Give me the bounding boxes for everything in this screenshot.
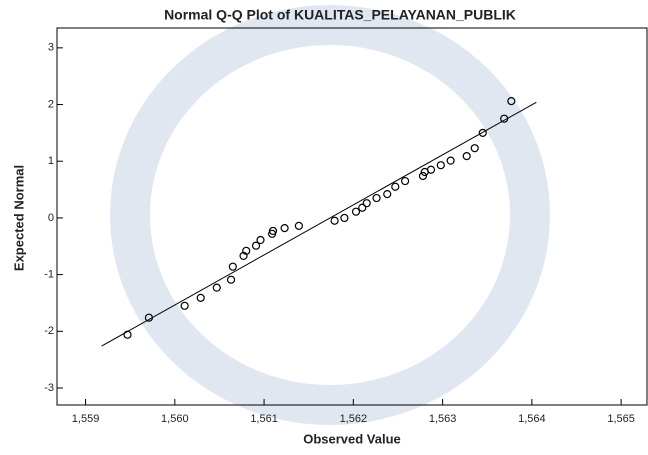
point [447,157,454,164]
point [402,178,409,185]
point [384,191,391,198]
point [363,200,370,207]
point [331,217,338,224]
chart-title: Normal Q-Q Plot of KUALITAS_PELAYANAN_PU… [164,7,516,23]
point [437,162,444,169]
point [228,276,235,283]
x-tick-label: 1,564 [518,413,546,425]
y-tick-label: 0 [48,212,54,224]
point [124,331,131,338]
x-tick-label: 1,563 [429,413,457,425]
x-tick-label: 1,560 [161,413,189,425]
x-axis-title: Observed Value [303,431,401,446]
x-tick-label: 1,561 [250,413,278,425]
point [281,225,288,232]
point [295,222,302,229]
point [181,302,188,309]
point [427,166,434,173]
y-tick-label: 1 [48,155,54,167]
point [197,294,204,301]
x-tick-label: 1,559 [72,413,100,425]
point [341,214,348,221]
x-tick-label: 1,565 [607,413,635,425]
point [463,153,470,160]
point [373,195,380,202]
chart: Normal Q-Q Plot of KUALITAS_PELAYANAN_PU… [0,0,648,450]
y-axis-title: Expected Normal [11,165,26,271]
point [471,145,478,152]
y-tick-label: 2 [48,98,54,110]
y-tick-label: -3 [44,382,54,394]
point [479,129,486,136]
x-tick-label: 1,562 [340,413,368,425]
point [229,263,236,270]
point [392,183,399,190]
watermark [130,25,530,405]
y-tick-label: 3 [48,42,54,54]
point [213,284,220,291]
point [359,204,366,211]
y-tick-label: -2 [44,325,54,337]
y-tick-label: -1 [44,269,54,281]
point [257,237,264,244]
